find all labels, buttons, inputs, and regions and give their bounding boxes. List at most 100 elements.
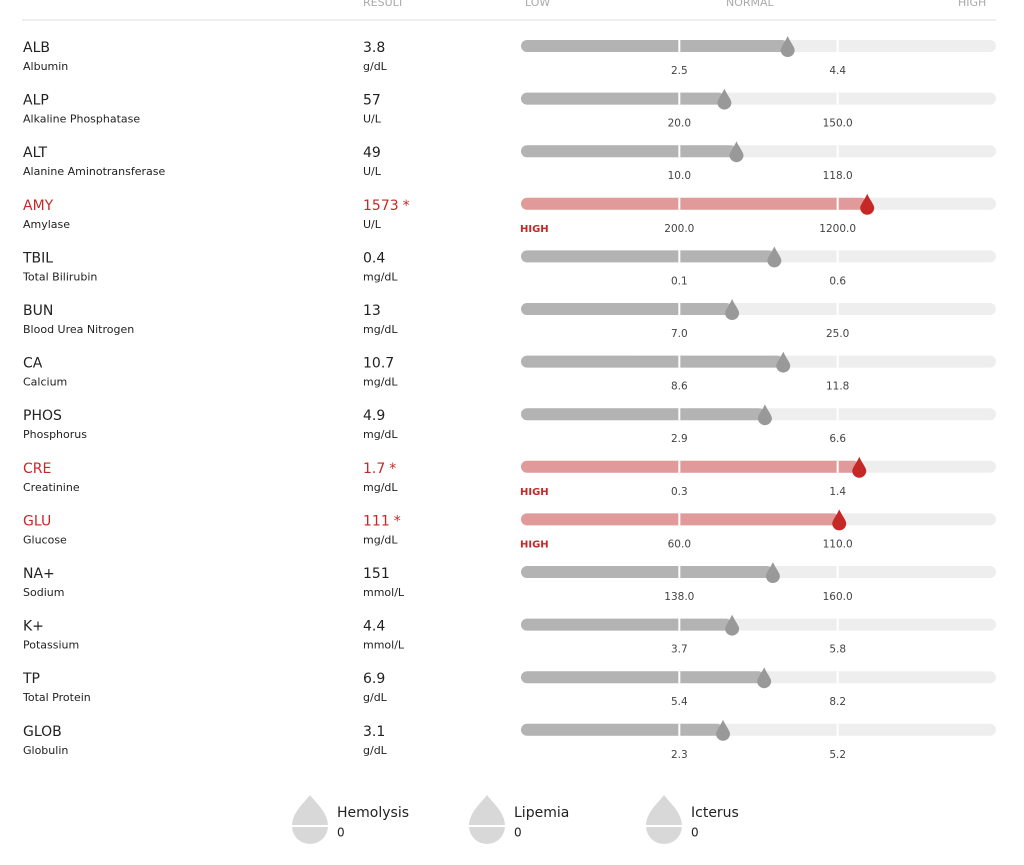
result-value: 4.4 bbox=[363, 619, 385, 635]
test-name: Blood Urea Nitrogen bbox=[23, 323, 134, 336]
result-unit: g/dL bbox=[363, 60, 388, 73]
range-fill bbox=[521, 92, 725, 105]
range-high: 1200.0 bbox=[819, 223, 856, 235]
range-high: 110.0 bbox=[823, 538, 853, 550]
range-fill bbox=[521, 618, 733, 631]
range-fill bbox=[521, 355, 784, 368]
range-low: 2.9 bbox=[671, 433, 688, 445]
result-unit: mmol/L bbox=[363, 586, 405, 599]
test-code: TP bbox=[22, 671, 40, 687]
range-fill bbox=[521, 303, 733, 315]
result-value: 4.9 bbox=[363, 408, 385, 424]
test-name: Creatinine bbox=[23, 481, 80, 494]
index-value: 0 bbox=[337, 826, 345, 840]
range-fill bbox=[521, 566, 773, 578]
result-unit: mg/dL bbox=[363, 376, 398, 389]
range-low: 138.0 bbox=[664, 591, 694, 603]
result-value: 57 bbox=[363, 93, 381, 109]
test-name: Globulin bbox=[23, 744, 68, 757]
test-name: Potassium bbox=[23, 639, 79, 652]
result-value: 151 bbox=[363, 566, 390, 582]
test-code: AMY bbox=[23, 198, 54, 214]
range-low: 10.0 bbox=[668, 170, 691, 182]
result-number: 1573 bbox=[363, 198, 399, 214]
range-high: 11.8 bbox=[826, 381, 849, 393]
test-code: TBIL bbox=[22, 250, 53, 266]
result-number: 4.4 bbox=[363, 619, 385, 635]
result-value: 49 bbox=[363, 145, 381, 161]
result-marker bbox=[765, 562, 780, 584]
range-low: 0.1 bbox=[671, 275, 688, 287]
result-unit: mmol/L bbox=[363, 639, 405, 652]
status-flag: HIGH bbox=[520, 487, 549, 498]
range-high: 4.4 bbox=[829, 65, 846, 77]
test-name: Total Bilirubin bbox=[22, 270, 97, 283]
result-marker bbox=[767, 246, 782, 268]
range-fill bbox=[521, 408, 765, 421]
range-low: 200.0 bbox=[664, 223, 694, 235]
result-number: 57 bbox=[363, 93, 381, 109]
test-code: PHOS bbox=[23, 408, 62, 424]
range-fill bbox=[521, 723, 724, 736]
range-high: 118.0 bbox=[823, 170, 853, 182]
result-marker bbox=[729, 141, 744, 163]
result-marker bbox=[860, 193, 875, 215]
result-marker bbox=[852, 456, 867, 478]
range-high: 25.0 bbox=[826, 328, 849, 340]
index-name: Hemolysis bbox=[337, 805, 409, 821]
range-high: 8.2 bbox=[829, 696, 846, 708]
test-name: Glucose bbox=[23, 533, 67, 546]
test-name: Alkaline Phosphatase bbox=[23, 113, 140, 126]
test-code: ALT bbox=[23, 145, 47, 161]
result-unit: U/L bbox=[363, 218, 382, 231]
test-code: CA bbox=[23, 356, 43, 372]
result-number: 0.4 bbox=[363, 250, 385, 266]
test-name: Alanine Aminotransferase bbox=[23, 165, 165, 178]
result-number: 4.9 bbox=[363, 408, 385, 424]
result-value: 3.8 bbox=[363, 40, 385, 56]
result-marker bbox=[776, 351, 791, 373]
result-flag: * bbox=[403, 198, 410, 214]
result-value: 1573 * bbox=[363, 198, 410, 214]
result-number: 151 bbox=[363, 566, 390, 582]
test-name: Calcium bbox=[23, 376, 67, 389]
result-unit: g/dL bbox=[363, 744, 388, 757]
range-low: 3.7 bbox=[671, 644, 688, 656]
range-high: 1.4 bbox=[829, 486, 846, 498]
test-name: Phosphorus bbox=[23, 428, 87, 441]
status-flag: HIGH bbox=[520, 224, 549, 235]
test-code: CRE bbox=[23, 461, 51, 477]
index-icon bbox=[292, 795, 328, 844]
result-marker bbox=[725, 614, 740, 636]
header-low: LOW bbox=[525, 0, 550, 9]
test-code: ALB bbox=[23, 40, 50, 56]
result-number: 49 bbox=[363, 145, 381, 161]
test-name: Albumin bbox=[23, 60, 68, 73]
result-marker bbox=[832, 509, 847, 531]
range-low: 2.3 bbox=[671, 749, 688, 761]
result-unit: U/L bbox=[363, 165, 382, 178]
range-high: 5.2 bbox=[829, 749, 846, 761]
range-low: 0.3 bbox=[671, 486, 688, 498]
result-number: 3.8 bbox=[363, 40, 385, 56]
result-unit: mg/dL bbox=[363, 533, 398, 546]
range-high: 6.6 bbox=[829, 433, 846, 445]
index-icon bbox=[469, 795, 505, 844]
index-name: Icterus bbox=[691, 805, 739, 821]
header-high: HIGH bbox=[958, 0, 986, 9]
result-unit: mg/dL bbox=[363, 323, 398, 336]
result-unit: U/L bbox=[363, 113, 382, 126]
result-unit: mg/dL bbox=[363, 481, 398, 494]
range-fill bbox=[521, 145, 737, 158]
result-value: 6.9 bbox=[363, 671, 385, 687]
index-name: Lipemia bbox=[514, 805, 569, 821]
range-low: 7.0 bbox=[671, 328, 688, 340]
result-value: 13 bbox=[363, 303, 381, 319]
result-marker bbox=[757, 667, 772, 689]
result-value: 10.7 bbox=[363, 356, 394, 372]
result-marker bbox=[757, 404, 772, 426]
range-fill bbox=[521, 460, 860, 473]
result-marker bbox=[717, 88, 732, 110]
result-marker bbox=[780, 36, 795, 58]
